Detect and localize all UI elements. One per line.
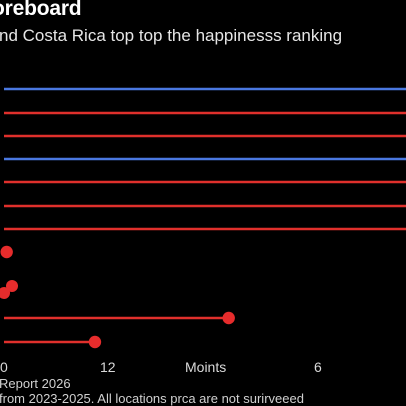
x-tick-label: Moints	[185, 359, 226, 375]
x-tick-label: 12	[100, 359, 116, 375]
x-axis-ticks: 0 12 Moints 6	[0, 359, 322, 375]
data-point	[88, 335, 102, 349]
x-tick-label: 0	[0, 359, 8, 375]
data-point	[6, 280, 18, 292]
data-point	[0, 245, 13, 259]
chart-title: oreboard	[0, 0, 82, 20]
source-note: Report 2026	[0, 376, 71, 391]
x-tick-label: 6	[314, 359, 322, 375]
data-point	[0, 287, 10, 299]
chart-subtitle: nd Costa Rica top top the happinesss ran…	[0, 26, 343, 45]
data-point	[222, 311, 235, 325]
rows-layer	[0, 87, 406, 349]
methodology-note: from 2023-2025. All locations prca are n…	[0, 391, 304, 406]
